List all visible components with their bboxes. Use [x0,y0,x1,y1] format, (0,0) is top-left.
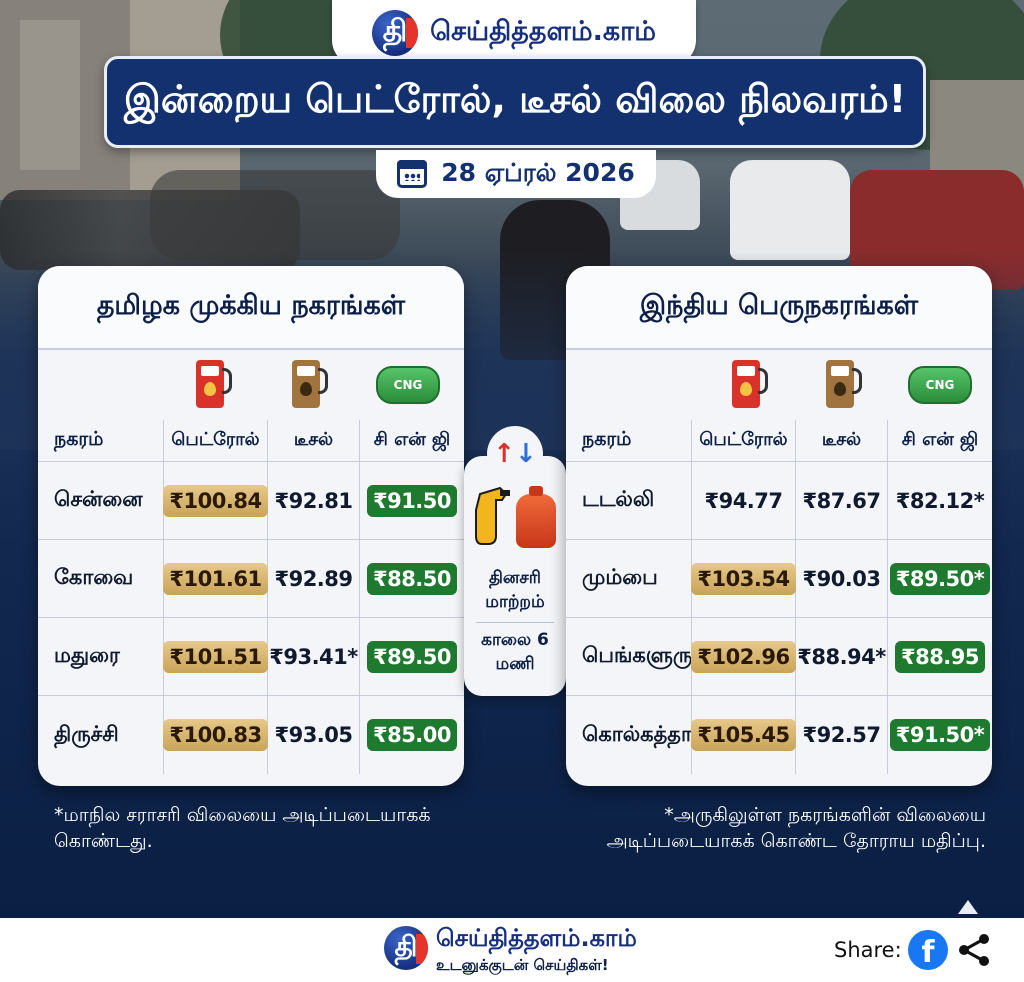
price-table: CNG நகரம் பெட்ரோல் டீசல் சி என் ஜி டடல்ல… [566,350,992,774]
headline-text: இன்றைய பெட்ரோல், டீசல் விலை நிலவரம்! [123,77,907,121]
cng-price: ₹89.50 [366,640,458,673]
col-diesel: டீசல் [268,420,360,461]
diesel-price: ₹92.89 [274,566,353,591]
petrol-price: ₹101.51 [163,640,268,673]
city-name: டடல்லி [566,462,692,539]
col-petrol: பெட்ரோல் [164,420,268,461]
brand-header: தி செய்தித்தளம்.காம் [332,0,696,66]
facebook-icon[interactable]: f [908,930,948,970]
city-name: பெங்களுரு [566,618,692,695]
petrol-pump-icon [732,360,768,410]
table-row: கொல்கத்தா ₹105.45 ₹92.57 ₹91.50* [566,696,992,774]
table-row: டடல்லி ₹94.77 ₹87.67 ₹82.12* [566,462,992,540]
diesel-price: ₹88.94* [797,644,886,669]
cng-price: ₹89.50* [889,562,991,595]
table-row: கோவை ₹101.61 ₹92.89 ₹88.50 [38,540,464,618]
petrol-pump-icon [196,360,232,410]
brand-logo: தி [384,926,428,970]
city-name: திருச்சி [38,696,164,774]
city-name: மதுரை [38,618,164,695]
diesel-price: ₹93.41* [269,644,358,669]
headline-banner: இன்றைய பெட்ரோல், டீசல் விலை நிலவரம்! [104,56,926,148]
footnote-tamilnadu: *மாநில சராசரி விலையை அடிப்படையாகக் கொண்ட… [54,804,431,852]
tamilnadu-cities-panel: தமிழக முக்கிய நகரங்கள் CNG நகரம் பெட்ரோல… [38,266,464,786]
diesel-price: ₹87.67 [802,488,881,513]
date-badge: 28 ஏப்ரல் 2026 [376,150,656,198]
metro-cities-panel: இந்திய பெருநகரங்கள் CNG நகரம் பெட்ரோல் ட… [566,266,992,786]
footnote-metros: *அருகிலுள்ள நகரங்களின் விலையை அடிப்படையா… [606,804,986,852]
city-name: மும்பை [566,540,692,617]
table-row: மதுரை ₹101.51 ₹93.41* ₹89.50 [38,618,464,696]
cng-price: ₹88.95 [894,640,986,673]
fuel-nozzle-icon [475,486,510,545]
petrol-price: ₹103.54 [691,562,796,595]
petrol-price: ₹94.77 [704,488,783,513]
cng-price: ₹91.50 [366,484,458,517]
brand-tagline: உடனுக்குடன் செய்திகள்! [436,956,609,974]
table-row: பெங்களுரு ₹102.96 ₹88.94* ₹88.95 [566,618,992,696]
share-icon[interactable] [956,932,992,968]
update-time-label: காலை 6 மணி [481,630,549,674]
col-city: நகரம் [38,420,164,461]
panel-title: இந்திய பெருநகரங்கள் [566,266,992,350]
petrol-price: ₹105.45 [691,719,796,751]
fuel-icon-row: CNG [38,350,464,420]
price-table: CNG நகரம் பெட்ரோல் டீசல் சி என் ஜி சென்ன… [38,350,464,774]
cng-price: ₹91.50* [889,719,991,751]
diesel-price: ₹92.81 [274,488,353,513]
cng-cylinder-icon: CNG [908,366,972,404]
daily-change-badge: ↑ ↓ தினசரி மாற்றம் காலை 6 மணி [464,426,566,696]
table-header: நகரம் பெட்ரோல் டீசல் சி என் ஜி [566,420,992,462]
cng-cylinder-icon: CNG [376,366,440,404]
cng-price: ₹82.12* [895,488,985,513]
daily-change-label: தினசரி மாற்றம் [485,568,545,612]
city-name: கொல்கத்தா [566,696,692,774]
diesel-pump-icon [292,360,328,410]
gas-cylinder-icon [516,486,556,548]
diesel-price: ₹92.57 [802,723,881,747]
cng-price: ₹85.00 [366,719,458,751]
panel-title: தமிழக முக்கிய நகரங்கள் [38,266,464,350]
petrol-price: ₹100.83 [163,719,268,751]
col-diesel: டீசல் [796,420,888,461]
petrol-price: ₹101.61 [163,562,268,595]
petrol-price: ₹100.84 [163,484,268,517]
up-down-arrows-icon: ↑ ↓ [487,426,543,482]
share-label: Share: [834,938,902,962]
brand-name: செய்தித்தளம்.காம் [430,15,656,47]
city-name: கோவை [38,540,164,617]
scroll-up-icon[interactable] [958,900,978,914]
col-city: நகரம் [566,420,692,461]
brand-logo: தி [372,10,419,56]
city-name: சென்னை [38,462,164,539]
col-cng: சி என் ஜி [373,429,451,450]
diesel-price: ₹90.03 [802,566,881,591]
date-text: 28 ஏப்ரல் 2026 [441,157,635,187]
table-row: சென்னை ₹100.84 ₹92.81 ₹91.50 [38,462,464,540]
table-header: நகரம் பெட்ரோல் டீசல் சி என் ஜி [38,420,464,462]
petrol-price: ₹102.96 [691,640,796,673]
footer-bar: தி செய்தித்தளம்.காம் உடனுக்குடன் செய்திக… [0,918,1024,982]
table-row: திருச்சி ₹100.83 ₹93.05 ₹85.00 [38,696,464,774]
col-cng: சி என் ஜி [901,429,979,450]
brand-name: செய்தித்தளம்.காம் [436,924,637,952]
cng-price: ₹88.50 [366,562,458,595]
col-petrol: பெட்ரோல் [692,420,796,461]
diesel-price: ₹93.05 [274,723,353,747]
divider [476,622,554,623]
diesel-pump-icon [826,360,862,410]
calendar-icon [397,160,428,188]
table-row: மும்பை ₹103.54 ₹90.03 ₹89.50* [566,540,992,618]
fuel-icon-row: CNG [566,350,992,420]
